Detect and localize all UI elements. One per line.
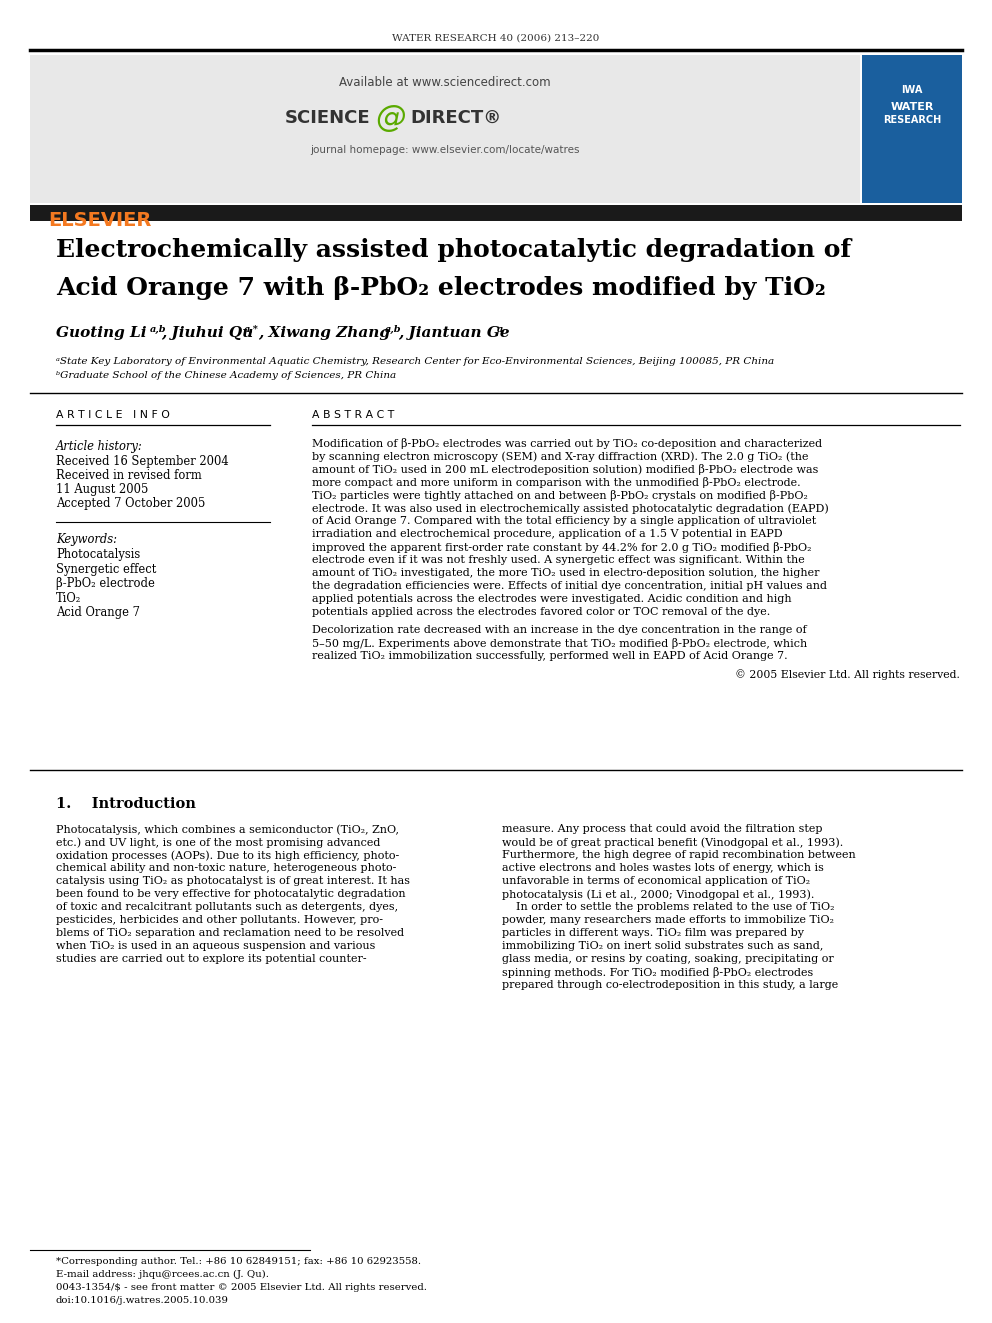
Text: measure. Any process that could avoid the filtration step: measure. Any process that could avoid th… <box>502 824 822 833</box>
Text: , Jiantuan Ge: , Jiantuan Ge <box>398 325 510 340</box>
Text: glass media, or resins by coating, soaking, precipitating or: glass media, or resins by coating, soaki… <box>502 954 833 964</box>
Text: RESEARCH: RESEARCH <box>883 115 941 124</box>
Text: ᵇGraduate School of the Chinese Academy of Sciences, PR China: ᵇGraduate School of the Chinese Academy … <box>56 372 396 381</box>
Text: @: @ <box>375 103 406 132</box>
Text: Keywords:: Keywords: <box>56 533 117 546</box>
Text: spinning methods. For TiO₂ modified β-PbO₂ electrodes: spinning methods. For TiO₂ modified β-Pb… <box>502 967 813 978</box>
Text: WATER: WATER <box>890 102 933 112</box>
Text: *Corresponding author. Tel.: +86 10 62849151; fax: +86 10 62923558.: *Corresponding author. Tel.: +86 10 6284… <box>56 1257 422 1266</box>
Text: , Jiuhui Qu: , Jiuhui Qu <box>161 325 253 340</box>
Text: ELSEVIER: ELSEVIER <box>49 210 152 229</box>
Text: studies are carried out to explore its potential counter-: studies are carried out to explore its p… <box>56 954 367 964</box>
Text: Photocatalysis, which combines a semiconductor (TiO₂, ZnO,: Photocatalysis, which combines a semicon… <box>56 824 399 835</box>
Text: would be of great practical benefit (Vinodgopal et al., 1993).: would be of great practical benefit (Vin… <box>502 837 843 848</box>
Text: a,b: a,b <box>385 324 402 333</box>
Text: particles in different ways. TiO₂ film was prepared by: particles in different ways. TiO₂ film w… <box>502 927 804 938</box>
Text: Received in revised form: Received in revised form <box>56 468 201 482</box>
Text: © 2005 Elsevier Ltd. All rights reserved.: © 2005 Elsevier Ltd. All rights reserved… <box>735 669 960 680</box>
Text: immobilizing TiO₂ on inert solid substrates such as sand,: immobilizing TiO₂ on inert solid substra… <box>502 941 823 951</box>
Text: 0043-1354/$ - see front matter © 2005 Elsevier Ltd. All rights reserved.: 0043-1354/$ - see front matter © 2005 El… <box>56 1283 427 1293</box>
Text: β-PbO₂ electrode: β-PbO₂ electrode <box>56 577 155 590</box>
Text: prepared through co-electrodeposition in this study, a large: prepared through co-electrodeposition in… <box>502 980 838 990</box>
Text: oxidation processes (AOPs). Due to its high efficiency, photo-: oxidation processes (AOPs). Due to its h… <box>56 849 399 860</box>
Text: WATER RESEARCH 40 (2006) 213–220: WATER RESEARCH 40 (2006) 213–220 <box>392 33 600 42</box>
Text: Synergetic effect: Synergetic effect <box>56 562 157 576</box>
Text: electrode even if it was not freshly used. A synergetic effect was significant. : electrode even if it was not freshly use… <box>312 556 805 565</box>
Text: of Acid Orange 7. Compared with the total efficiency by a single application of : of Acid Orange 7. Compared with the tota… <box>312 516 816 527</box>
Text: Available at www.sciencedirect.com: Available at www.sciencedirect.com <box>339 77 551 90</box>
Text: electrode. It was also used in electrochemically assisted photocatalytic degrada: electrode. It was also used in electroch… <box>312 503 828 513</box>
Text: Acid Orange 7 with β-PbO₂ electrodes modified by TiO₂: Acid Orange 7 with β-PbO₂ electrodes mod… <box>56 277 825 300</box>
Text: E-mail address: jhqu@rcees.ac.cn (J. Qu).: E-mail address: jhqu@rcees.ac.cn (J. Qu)… <box>56 1270 269 1279</box>
Text: amount of TiO₂ investigated, the more TiO₂ used in electro-deposition solution, : amount of TiO₂ investigated, the more Ti… <box>312 568 819 578</box>
Bar <box>30 205 962 221</box>
Bar <box>30 56 860 202</box>
Text: by scanning electron microscopy (SEM) and X-ray diffraction (XRD). The 2.0 g TiO: by scanning electron microscopy (SEM) an… <box>312 451 808 462</box>
Text: A B S T R A C T: A B S T R A C T <box>312 410 394 419</box>
Text: Article history:: Article history: <box>56 441 143 452</box>
Text: DIRECT®: DIRECT® <box>410 108 501 127</box>
Text: doi:10.1016/j.watres.2005.10.039: doi:10.1016/j.watres.2005.10.039 <box>56 1297 229 1304</box>
Text: realized TiO₂ immobilization successfully, performed well in EAPD of Acid Orange: realized TiO₂ immobilization successfull… <box>312 651 788 662</box>
Text: A R T I C L E   I N F O: A R T I C L E I N F O <box>56 410 170 419</box>
Text: In order to settle the problems related to the use of TiO₂: In order to settle the problems related … <box>502 902 834 912</box>
Text: irradiation and electrochemical procedure, application of a 1.5 V potential in E: irradiation and electrochemical procedur… <box>312 529 783 538</box>
Text: Modification of β-PbO₂ electrodes was carried out by TiO₂ co-deposition and char: Modification of β-PbO₂ electrodes was ca… <box>312 438 822 448</box>
Text: a,*: a,* <box>244 324 259 333</box>
Text: when TiO₂ is used in an aqueous suspension and various: when TiO₂ is used in an aqueous suspensi… <box>56 941 375 951</box>
Text: Photocatalysis: Photocatalysis <box>56 548 140 561</box>
Text: improved the apparent first-order rate constant by 44.2% for 2.0 g TiO₂ modified: improved the apparent first-order rate c… <box>312 542 811 553</box>
Text: unfavorable in terms of economical application of TiO₂: unfavorable in terms of economical appli… <box>502 876 810 886</box>
Text: chemical ability and non-toxic nature, heterogeneous photo-: chemical ability and non-toxic nature, h… <box>56 863 397 873</box>
Text: TiO₂ particles were tightly attached on and between β-PbO₂ crystals on modified : TiO₂ particles were tightly attached on … <box>312 490 807 501</box>
Text: Guoting Li: Guoting Li <box>56 325 147 340</box>
Text: of toxic and recalcitrant pollutants such as detergents, dyes,: of toxic and recalcitrant pollutants suc… <box>56 902 398 912</box>
Bar <box>862 56 962 202</box>
Text: a,b: a,b <box>150 324 167 333</box>
Text: 11 August 2005: 11 August 2005 <box>56 483 149 496</box>
Text: applied potentials across the electrodes were investigated. Acidic condition and: applied potentials across the electrodes… <box>312 594 792 605</box>
Text: catalysis using TiO₂ as photocatalyst is of great interest. It has: catalysis using TiO₂ as photocatalyst is… <box>56 876 410 886</box>
Text: ᵃState Key Laboratory of Environmental Aquatic Chemistry, Research Center for Ec: ᵃState Key Laboratory of Environmental A… <box>56 356 774 365</box>
Text: journal homepage: www.elsevier.com/locate/watres: journal homepage: www.elsevier.com/locat… <box>310 146 579 155</box>
Text: amount of TiO₂ used in 200 mL electrodeposition solution) modified β-PbO₂ electr: amount of TiO₂ used in 200 mL electrodep… <box>312 464 818 475</box>
Text: active electrons and holes wastes lots of energy, which is: active electrons and holes wastes lots o… <box>502 863 824 873</box>
Text: potentials applied across the electrodes favored color or TOC removal of the dye: potentials applied across the electrodes… <box>312 607 770 617</box>
Text: photocatalysis (Li et al., 2000; Vinodgopal et al., 1993).: photocatalysis (Li et al., 2000; Vinodgo… <box>502 889 814 900</box>
Text: etc.) and UV light, is one of the most promising advanced: etc.) and UV light, is one of the most p… <box>56 837 380 848</box>
Text: TiO₂: TiO₂ <box>56 591 81 605</box>
Text: blems of TiO₂ separation and reclamation need to be resolved: blems of TiO₂ separation and reclamation… <box>56 927 404 938</box>
Text: 1.    Introduction: 1. Introduction <box>56 796 195 811</box>
Text: the degradation efficiencies were. Effects of initial dye concentration, initial: the degradation efficiencies were. Effec… <box>312 581 827 591</box>
Text: been found to be very effective for photocatalytic degradation: been found to be very effective for phot… <box>56 889 406 900</box>
Text: a: a <box>497 324 503 333</box>
Text: Decolorization rate decreased with an increase in the dye concentration in the r: Decolorization rate decreased with an in… <box>312 624 806 635</box>
Text: more compact and more uniform in comparison with the unmodified β-PbO₂ electrode: more compact and more uniform in compari… <box>312 478 801 488</box>
Text: , Xiwang Zhang: , Xiwang Zhang <box>258 325 390 340</box>
Text: Received 16 September 2004: Received 16 September 2004 <box>56 455 228 468</box>
Text: SCIENCE: SCIENCE <box>285 108 370 127</box>
Text: powder, many researchers made efforts to immobilize TiO₂: powder, many researchers made efforts to… <box>502 916 834 925</box>
Text: IWA: IWA <box>902 85 923 95</box>
Text: 5–50 mg/L. Experiments above demonstrate that TiO₂ modified β-PbO₂ electrode, wh: 5–50 mg/L. Experiments above demonstrate… <box>312 638 807 650</box>
Text: pesticides, herbicides and other pollutants. However, pro-: pesticides, herbicides and other polluta… <box>56 916 383 925</box>
Text: Acid Orange 7: Acid Orange 7 <box>56 606 140 619</box>
Text: Accepted 7 October 2005: Accepted 7 October 2005 <box>56 497 205 509</box>
Text: Furthermore, the high degree of rapid recombination between: Furthermore, the high degree of rapid re… <box>502 849 856 860</box>
Text: Electrochemically assisted photocatalytic degradation of: Electrochemically assisted photocatalyti… <box>56 238 851 262</box>
